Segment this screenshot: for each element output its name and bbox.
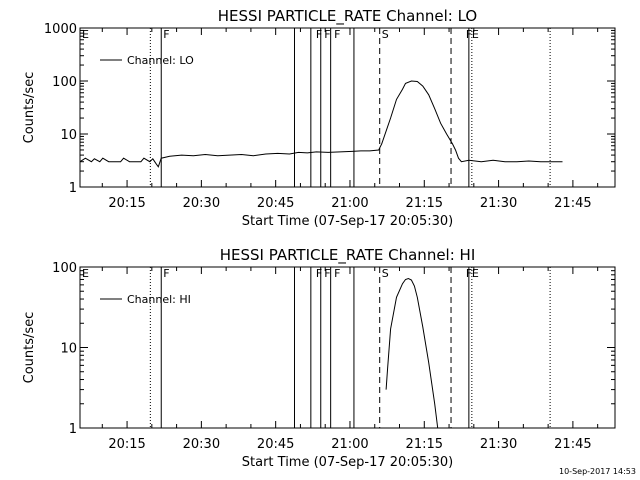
chart-title: HESSI PARTICLE_RATE Channel: LO <box>218 7 477 26</box>
panel-lo: HESSI PARTICLE_RATE Channel: LO Start Tim… <box>22 7 616 229</box>
x-tick-label: 20:15 <box>108 437 145 452</box>
x-tick-label: 21:00 <box>331 196 368 211</box>
timestamp: 10-Sep-2017 14:53 <box>559 467 636 476</box>
flag-label: F <box>466 28 472 41</box>
x-tick-label: 21:45 <box>554 437 591 452</box>
flag-label: S <box>382 267 389 280</box>
x-tick-label: 21:45 <box>554 196 591 211</box>
flag-label: F <box>324 28 330 41</box>
flag-label: F <box>334 28 340 41</box>
y-axis-label: Counts/sec <box>22 72 37 144</box>
flag-label: F <box>163 267 169 280</box>
x-tick-label: 21:30 <box>480 437 517 452</box>
y-tick-label: 1 <box>69 181 77 196</box>
flag-label: F <box>316 28 322 41</box>
legend-entry: Channel: LO <box>127 54 194 67</box>
x-tick-label: 20:45 <box>257 437 294 452</box>
flag-label: F <box>334 267 340 280</box>
series-line <box>79 80 563 168</box>
panel-hi: HESSI PARTICLE_RATE Channel: HI Start Tim… <box>22 246 616 470</box>
x-tick-label: 20:30 <box>183 196 220 211</box>
legend-entry: Channel: HI <box>127 293 191 306</box>
x-tick-label: 20:30 <box>183 437 220 452</box>
y-tick-label: 10 <box>60 128 77 143</box>
flag-label: F <box>324 267 330 280</box>
y-tick-label: 10 <box>60 342 77 357</box>
x-tick-label: 21:15 <box>406 196 443 211</box>
x-axis-label: Start Time (07-Sep-17 20:05:30) <box>242 455 453 470</box>
y-axis-label: Counts/sec <box>22 312 37 384</box>
series-line <box>385 277 439 429</box>
y-tick-label: 100 <box>52 75 77 90</box>
x-tick-label: 21:15 <box>406 437 443 452</box>
flag-label: F <box>163 28 169 41</box>
plot-frame <box>79 27 616 188</box>
chart-title: HESSI PARTICLE_RATE Channel: HI <box>220 246 476 265</box>
x-tick-label: 20:45 <box>257 196 294 211</box>
flag-label: E <box>472 267 479 280</box>
x-axis-label: Start Time (07-Sep-17 20:05:30) <box>242 214 453 229</box>
flag-label: E <box>472 28 479 41</box>
flag-label: S <box>382 28 389 41</box>
flag-label: F <box>466 267 472 280</box>
flag-label: E <box>82 267 89 280</box>
flag-label: E <box>82 28 89 41</box>
x-tick-label: 21:00 <box>331 437 368 452</box>
x-tick-label: 21:30 <box>480 196 517 211</box>
flag-label: F <box>316 267 322 280</box>
x-tick-label: 20:15 <box>108 196 145 211</box>
y-tick-label: 100 <box>52 261 77 276</box>
y-tick-label: 1000 <box>44 22 77 37</box>
y-tick-label: 1 <box>69 422 77 437</box>
